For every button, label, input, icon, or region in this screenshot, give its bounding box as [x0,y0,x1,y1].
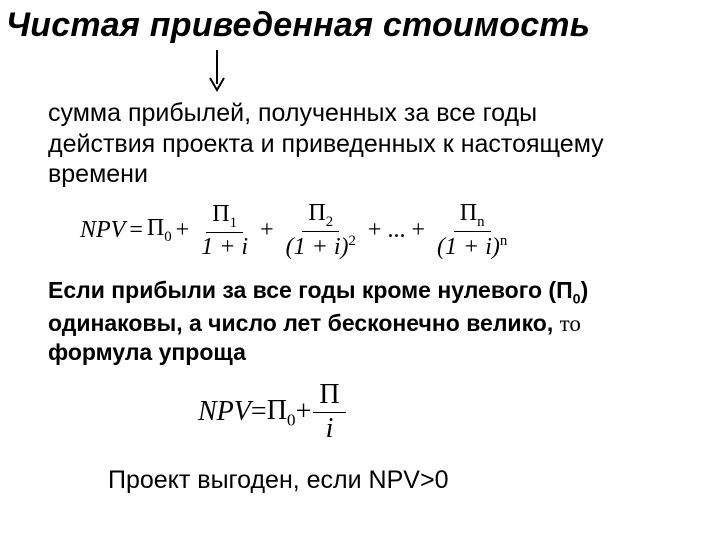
f2-pi0-sub: 0 [287,410,296,429]
t1-num: П [212,201,229,227]
to-word: то [560,311,581,336]
simplification-condition: Если прибыли за все годы кроме нулевого … [48,276,678,366]
dots: + ... + [368,217,425,244]
conclusion-text: Проект выгоден, если NPV>0 [108,466,448,495]
tn-den-sup: n [500,233,507,249]
pi-symbol: П [147,215,164,241]
cond-part3: формула упроща [48,339,246,365]
formula-lhs: NPV [80,217,125,244]
plus-2: + [260,217,274,244]
formula2-eq: = [251,396,267,428]
formula2-plus: + [296,396,312,428]
tn-num-sub: n [477,214,484,230]
cond-part1: Если прибыли за все годы кроме нулевого … [48,277,573,303]
cond-pi0-sub: 0 [573,292,581,308]
t2-num-sub: 2 [326,214,333,230]
t1-den: 1 + i [195,233,254,260]
plus-1: + [176,217,190,244]
down-arrow-icon [205,48,229,94]
f2-pi: П [267,395,287,426]
definition-text: сумма прибылей, полученных за все годы д… [48,98,648,190]
pi-zero-sub: 0 [164,229,171,245]
f2-den: i [320,413,340,445]
term-2: П2 (1 + i)2 [280,200,362,261]
npv-full-formula: NPV = П0 + П1 1 + i + П2 (1 + i)2 + ... … [80,200,600,261]
formula2-frac: П i [313,380,345,445]
term-n: Пn (1 + i)n [431,200,513,261]
t2-num: П [308,200,325,226]
t1-num-sub: 1 [230,214,237,230]
page-title: Чистая приведенная стоимость [0,0,720,47]
formula2-lhs: NPV [198,396,251,428]
pi-zero: П0 [147,215,172,246]
npv-simplified-formula: NPV = П0 + П i [198,380,348,445]
t2-den-sup: 2 [348,233,355,249]
t2-den-base: (1 + i) [286,234,349,260]
term-1: П1 1 + i [195,201,254,261]
equals-sign: = [129,217,143,244]
formula2-pi0: П0 [267,395,296,431]
tn-num: П [460,200,477,226]
f2-num: П [313,380,345,413]
tn-den-base: (1 + i) [437,234,500,260]
